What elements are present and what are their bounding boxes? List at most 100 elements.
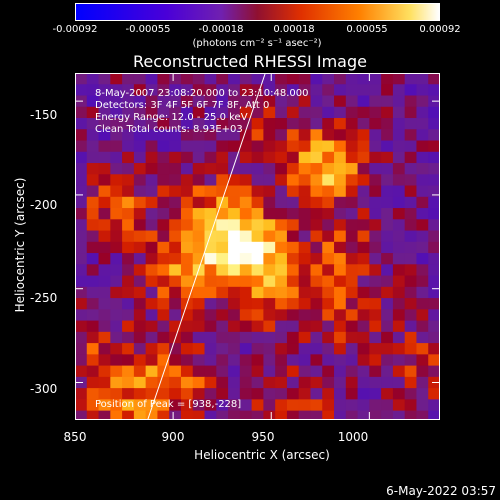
detectors-label: Detectors: 3F 4F 5F 6F 7F 8F, Att 0 <box>95 100 270 111</box>
heatmap-cell <box>404 185 418 198</box>
heatmap-cell <box>145 264 159 277</box>
heatmap-cell <box>239 320 253 333</box>
heatmap-cell <box>228 140 241 153</box>
heatmap-cell <box>239 73 253 85</box>
heatmap-cell <box>263 399 276 412</box>
heatmap-image <box>75 73 440 420</box>
heatmap-cell <box>381 95 394 108</box>
heatmap-cell <box>428 275 440 288</box>
heatmap-cell <box>145 376 159 389</box>
heatmap-cell <box>298 219 312 232</box>
heatmap-cell <box>428 185 440 198</box>
heatmap-cell <box>133 219 147 232</box>
heatmap-cell <box>357 275 370 288</box>
heatmap-cell <box>204 343 217 355</box>
heatmap-cell <box>263 410 276 420</box>
heatmap-cell <box>322 241 335 254</box>
heatmap-cell <box>286 343 300 355</box>
heatmap-cell <box>322 163 335 175</box>
heatmap-cell <box>251 118 264 130</box>
heatmap-cell <box>216 399 229 412</box>
heatmap-cell <box>75 410 88 420</box>
heatmap-cell <box>228 253 241 265</box>
heatmap-cell <box>216 106 229 119</box>
heatmap-cell <box>86 174 100 187</box>
heatmap-cell <box>98 185 111 198</box>
heatmap-cell <box>192 196 206 209</box>
heatmap-cell <box>275 275 288 288</box>
heatmap-cell <box>251 365 264 378</box>
heatmap-cell <box>381 343 394 355</box>
heatmap-cell <box>216 320 229 333</box>
heatmap-cell <box>216 129 229 142</box>
heatmap-cell <box>98 163 111 175</box>
heatmap-cell <box>145 309 159 322</box>
heatmap-cell <box>75 118 88 130</box>
heatmap-cell <box>122 230 135 243</box>
colorbar-tick-label: -0.00018 <box>198 24 244 35</box>
heatmap-cell <box>381 309 394 322</box>
heatmap-cell <box>392 151 406 164</box>
heatmap-cell <box>180 320 194 333</box>
heatmap-cell <box>392 253 406 265</box>
heatmap-cell <box>216 163 229 175</box>
heatmap-cell <box>404 219 418 232</box>
heatmap-cell <box>369 95 382 108</box>
heatmap-cell <box>157 151 170 164</box>
heatmap-cell <box>251 84 264 97</box>
heatmap-cell <box>145 388 159 400</box>
heatmap-cell <box>404 354 418 367</box>
heatmap-cell <box>334 208 347 220</box>
heatmap-cell <box>404 84 418 97</box>
heatmap-cell <box>98 73 111 85</box>
heatmap-cell <box>263 388 276 400</box>
heatmap-cell <box>86 118 100 130</box>
heatmap-cell <box>428 73 440 85</box>
heatmap-cell <box>110 253 123 265</box>
heatmap-cell <box>275 388 288 400</box>
heatmap-cell <box>169 129 182 142</box>
heatmap-cell <box>357 230 370 243</box>
heatmap-cell <box>381 410 394 420</box>
heatmap-cell <box>322 208 335 220</box>
heatmap-cell <box>239 286 253 299</box>
heatmap-cell <box>322 73 335 85</box>
heatmap-cell <box>357 140 370 153</box>
heatmap-cell <box>86 320 100 333</box>
heatmap-cell <box>145 230 159 243</box>
heatmap-cell <box>86 376 100 389</box>
heatmap-cell <box>180 118 194 130</box>
heatmap-cell <box>145 163 159 175</box>
heatmap-cell <box>86 331 100 344</box>
heatmap-cell <box>404 163 418 175</box>
heatmap-cell <box>369 376 382 389</box>
heatmap-cell <box>416 163 429 175</box>
heatmap-cell <box>357 73 370 85</box>
heatmap-cell <box>369 298 382 310</box>
heatmap-cell <box>357 399 370 412</box>
heatmap-cell <box>75 230 88 243</box>
heatmap-cell <box>334 410 347 420</box>
heatmap-cell <box>122 320 135 333</box>
heatmap-cell <box>145 320 159 333</box>
heatmap-cell <box>392 118 406 130</box>
heatmap-cell <box>334 354 347 367</box>
heatmap-cell <box>86 95 100 108</box>
heatmap-cell <box>86 219 100 232</box>
heatmap-cell <box>286 365 300 378</box>
heatmap-cell <box>122 309 135 322</box>
heatmap-cell <box>98 399 111 412</box>
heatmap-cell <box>369 129 382 142</box>
heatmap-cell <box>157 208 170 220</box>
heatmap-cell <box>216 174 229 187</box>
heatmap-cell <box>192 163 206 175</box>
heatmap-cell <box>310 241 323 254</box>
heatmap-cell <box>122 163 135 175</box>
heatmap-cell <box>428 253 440 265</box>
heatmap-cell <box>110 331 123 344</box>
heatmap-cell <box>75 399 88 412</box>
heatmap-cell <box>98 331 111 344</box>
heatmap-cell <box>180 163 194 175</box>
heatmap-cell <box>133 174 147 187</box>
heatmap-cell <box>428 230 440 243</box>
